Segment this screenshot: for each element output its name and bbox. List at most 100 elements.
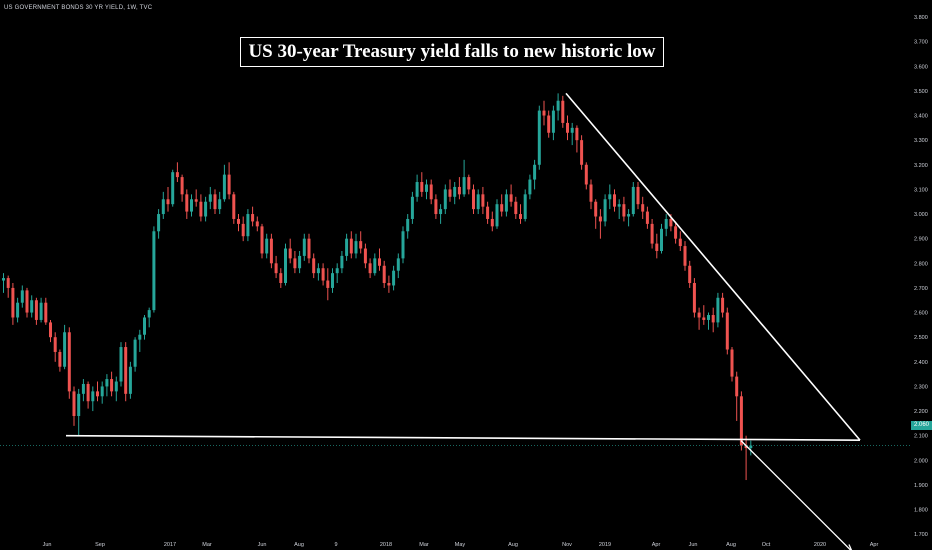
candle: [566, 115, 569, 141]
candle: [420, 172, 424, 197]
candle-body: [373, 258, 377, 274]
candle: [58, 349, 62, 372]
candle: [500, 194, 504, 217]
candle: [119, 342, 123, 387]
candle: [434, 194, 438, 219]
candle: [627, 209, 631, 227]
candle-body: [664, 218, 668, 229]
candle: [157, 209, 161, 239]
candle: [598, 209, 602, 239]
candle-body: [171, 172, 175, 205]
candle-body: [147, 310, 151, 318]
candle: [49, 319, 52, 343]
x-tick-label: 2020: [814, 542, 826, 548]
candle-body: [39, 302, 43, 320]
candle-body: [631, 186, 635, 215]
candle: [312, 253, 316, 279]
candle-body: [175, 172, 179, 178]
candle: [298, 250, 302, 274]
candle: [462, 159, 466, 197]
candle-body: [523, 194, 527, 219]
candle: [302, 233, 306, 261]
candle: [472, 184, 475, 215]
candle-body: [613, 194, 616, 207]
x-tick-label: 9: [334, 542, 337, 548]
candle: [439, 204, 443, 224]
candle: [655, 233, 659, 259]
projection-arrow-line: [740, 440, 852, 550]
candle-body: [110, 379, 114, 392]
y-tick-label: 3.700: [914, 40, 928, 46]
candle: [378, 248, 381, 271]
candle-body: [49, 322, 52, 338]
candle: [561, 95, 565, 128]
candle: [255, 216, 259, 232]
candle-body: [542, 110, 546, 116]
candle: [453, 182, 457, 205]
arrow-head-icon: [844, 544, 853, 550]
candle-body: [434, 199, 438, 215]
candle: [331, 268, 334, 293]
candle-body: [749, 445, 753, 449]
candle-body: [166, 199, 170, 205]
y-tick-label: 3.200: [914, 163, 928, 169]
candle: [30, 295, 34, 318]
x-tick-label: Mar: [202, 542, 212, 548]
candle-body: [735, 376, 739, 397]
candle: [354, 233, 358, 259]
x-tick-label: Apr: [870, 542, 879, 548]
candle: [575, 125, 579, 153]
candle-body: [114, 381, 118, 392]
candle-body: [387, 283, 391, 286]
candle: [495, 199, 499, 229]
time-axis: Jun Sep 2017 Mar Jun Aug 9 2018 Mar May Aug Nov 2019…: [43, 542, 879, 548]
candle-body: [199, 201, 203, 217]
candle: [589, 179, 593, 210]
candle: [457, 177, 461, 200]
trendlines-layer: [0, 92, 911, 550]
candle-body: [302, 238, 306, 256]
candle-body: [472, 189, 475, 210]
candle-body: [547, 115, 551, 133]
candle-body: [443, 189, 447, 210]
candle-body: [448, 189, 452, 197]
candle-body: [660, 228, 663, 251]
candle-body: [415, 182, 419, 197]
candle-body: [241, 223, 245, 237]
candle-body: [476, 194, 480, 210]
y-tick-label: 2.000: [914, 458, 928, 464]
candle-body: [180, 177, 184, 195]
candle-body: [533, 164, 537, 180]
candle: [387, 275, 391, 293]
y-tick-label: 2.200: [914, 409, 928, 415]
candle: [683, 241, 687, 271]
candle-body: [81, 383, 85, 394]
chart-title-box: US 30-year Treasury yield falls to new h…: [240, 37, 664, 67]
candle-body: [514, 201, 518, 215]
candle-body: [692, 283, 696, 313]
candle: [321, 263, 325, 286]
candle: [486, 201, 490, 224]
candle-body: [237, 218, 240, 224]
candle: [25, 287, 29, 318]
y-tick-label: 1.900: [914, 483, 928, 489]
candle-body: [157, 214, 161, 232]
candle: [570, 122, 574, 146]
candle: [725, 307, 729, 355]
candle: [326, 268, 330, 301]
candle: [509, 184, 513, 207]
candle: [241, 216, 245, 242]
candle-body: [77, 393, 81, 417]
candle: [523, 189, 527, 222]
candle-body: [429, 184, 433, 200]
candle: [86, 381, 90, 409]
candle-body: [519, 214, 522, 219]
candle: [53, 332, 57, 362]
candle: [237, 214, 240, 232]
price-axis: 3.800 3.700 3.600 3.500 3.400 3.300 3.200 3.100…: [914, 15, 928, 538]
candle-body: [688, 265, 692, 284]
candle: [429, 179, 433, 205]
candle: [603, 194, 607, 227]
candle-body: [86, 383, 90, 402]
